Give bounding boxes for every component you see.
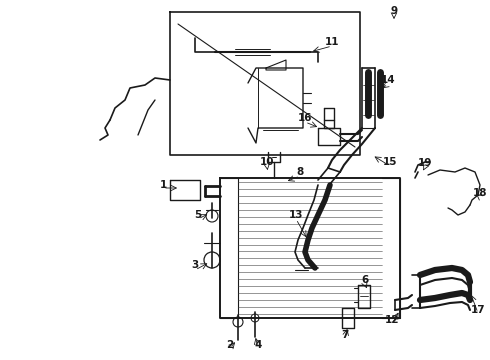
Text: 9: 9 [391,6,397,16]
Text: 2: 2 [226,340,234,350]
Text: 6: 6 [362,275,368,285]
Text: 8: 8 [296,167,304,177]
Text: 4: 4 [254,340,262,350]
Text: 16: 16 [298,113,312,123]
Text: 11: 11 [325,37,339,47]
Text: 14: 14 [381,75,395,85]
Text: 7: 7 [342,330,349,340]
Text: 15: 15 [383,157,397,167]
Text: 12: 12 [385,315,399,325]
Text: 5: 5 [195,210,201,220]
Text: 10: 10 [260,157,274,167]
Text: 18: 18 [473,188,487,198]
Text: 19: 19 [418,158,432,168]
Text: 13: 13 [289,210,303,220]
Text: 17: 17 [471,305,485,315]
Text: 3: 3 [192,260,198,270]
Text: 1: 1 [159,180,167,190]
